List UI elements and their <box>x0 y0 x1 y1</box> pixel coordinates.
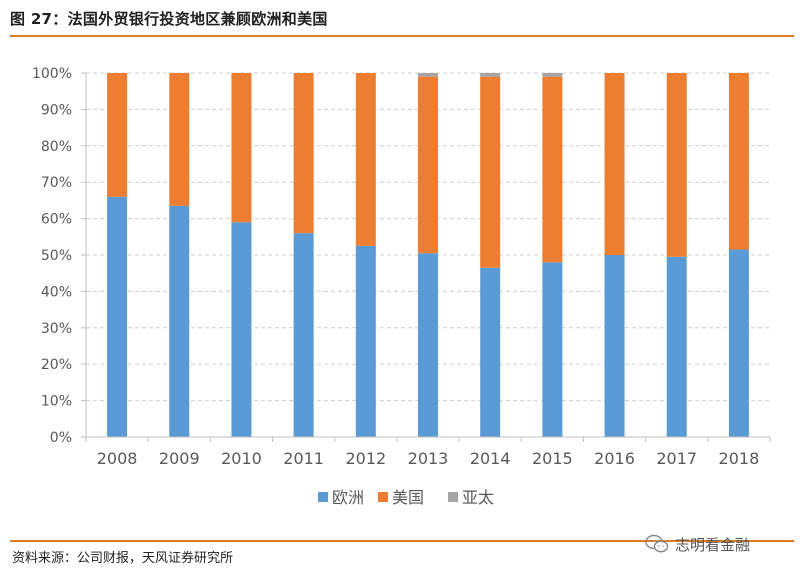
watermark-text: 志明看金融 <box>675 535 751 554</box>
y-tick-label: 10% <box>41 394 72 410</box>
bar-segment <box>666 256 687 437</box>
bar-segment <box>542 73 563 77</box>
bar-segment <box>231 73 252 223</box>
bar-segment <box>418 76 438 254</box>
y-tick-label: 0% <box>50 430 72 446</box>
y-tick-label: 40% <box>41 284 72 300</box>
bar-segment <box>418 73 438 77</box>
y-tick-label: 50% <box>41 248 72 264</box>
bar-segment <box>293 233 314 437</box>
bar-segment <box>728 249 749 437</box>
x-tick-label: 2018 <box>719 449 760 468</box>
x-tick-label: 2010 <box>221 449 262 468</box>
x-tick-label: 2015 <box>532 449 573 468</box>
x-tick-label: 2013 <box>408 449 449 468</box>
gridlines <box>86 72 770 402</box>
legend: 欧洲 美国 亚太 <box>318 488 494 507</box>
bar-segment <box>480 76 501 268</box>
bars <box>107 73 749 437</box>
bar-segment <box>542 262 563 437</box>
source-note: 资料来源：公司财报，天风证券研究所 <box>12 551 234 566</box>
legend-swatch <box>448 492 458 502</box>
bar-segment <box>231 222 252 437</box>
bar-segment <box>666 73 687 257</box>
title-divider <box>10 35 794 37</box>
legend-label: 亚太 <box>462 488 494 507</box>
x-tick-label: 2012 <box>345 449 386 468</box>
bar-segment <box>542 76 563 263</box>
x-tick-label: 2011 <box>283 449 324 468</box>
bar-segment <box>418 253 438 437</box>
x-tick-label: 2016 <box>594 449 635 468</box>
watermark: 志明看金融 <box>645 532 750 556</box>
bar-segment <box>293 73 314 234</box>
x-tick-label: 2008 <box>97 449 138 468</box>
legend-label: 美国 <box>392 488 424 507</box>
footer-divider <box>10 540 794 542</box>
axes: 0% 10% 20% 30% 40% 50% 60% 70% 80% 90% 100% 2008 200… <box>32 66 771 468</box>
x-tick-label: 2014 <box>470 449 511 468</box>
bar-segment <box>169 73 190 206</box>
bar-segment <box>480 267 501 437</box>
x-tick-label: 2017 <box>656 449 697 468</box>
legend-swatch <box>318 492 328 502</box>
bar-segment <box>107 196 128 437</box>
bar-segment <box>355 245 376 437</box>
y-tick-label: 20% <box>41 357 72 373</box>
figure-title: 图 27：法国外贸银行投资地区兼顾欧洲和美国 <box>10 10 328 28</box>
bar-segment <box>604 255 625 437</box>
bar-segment <box>480 73 501 77</box>
bar-segment <box>107 73 128 197</box>
legend-swatch <box>378 492 388 502</box>
legend-label: 欧洲 <box>332 488 364 507</box>
y-tick-label: 30% <box>41 321 72 337</box>
x-tick-label: 2009 <box>159 449 200 468</box>
y-tick-label: 100% <box>32 66 72 82</box>
bar-segment <box>355 73 376 246</box>
stacked-bar-chart: 0% 10% 20% 30% 40% 50% 60% 70% 80% 90% 100% 2008 200… <box>32 66 771 507</box>
y-tick-label: 60% <box>41 212 72 228</box>
bar-segment <box>169 205 190 437</box>
bar-segment <box>604 73 625 255</box>
y-tick-label: 90% <box>41 102 72 118</box>
y-tick-label: 70% <box>41 175 72 191</box>
bar-segment <box>728 73 749 250</box>
y-tick-label: 80% <box>41 139 72 155</box>
wechat-icon <box>645 534 669 553</box>
